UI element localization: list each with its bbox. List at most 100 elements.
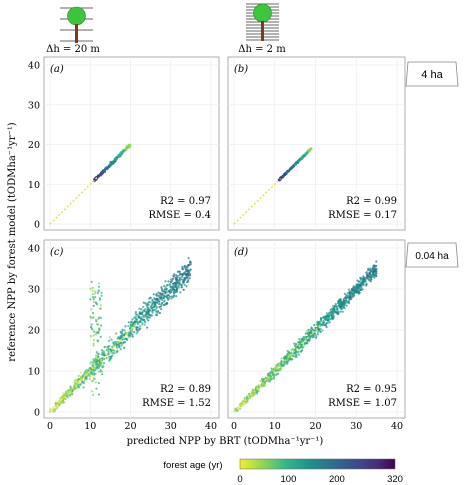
data-point <box>167 280 170 283</box>
data-point <box>368 272 371 275</box>
data-point <box>93 358 96 362</box>
colorbar-ticks: 0 100 200 320 <box>237 474 403 485</box>
data-point <box>351 295 355 298</box>
data-point <box>80 382 83 385</box>
data-point <box>283 173 286 177</box>
data-point <box>175 289 178 292</box>
data-point <box>329 318 332 321</box>
data-point <box>272 377 275 380</box>
data-point <box>140 308 143 311</box>
data-point <box>297 350 300 353</box>
data-point <box>356 289 359 292</box>
data-point <box>140 317 143 321</box>
data-point <box>369 278 372 281</box>
data-point <box>341 301 344 304</box>
data-point <box>102 361 106 365</box>
one-to-one-line <box>233 178 281 225</box>
data-point <box>100 353 103 356</box>
data-point <box>119 342 122 345</box>
data-point <box>272 373 275 376</box>
data-point <box>146 326 149 329</box>
colorbar-tick-label: 0 <box>237 474 242 485</box>
r2-label: R2 = 0.89 <box>160 384 211 395</box>
scatter-points <box>277 147 313 182</box>
data-point <box>109 355 113 358</box>
data-point <box>275 364 278 367</box>
data-point <box>316 333 319 336</box>
x-tick-label: 30 <box>350 421 362 432</box>
data-point <box>324 324 327 327</box>
data-point <box>147 319 150 322</box>
data-point <box>91 286 94 289</box>
data-point <box>53 409 57 412</box>
data-point <box>173 282 177 285</box>
data-point <box>121 333 124 336</box>
data-point <box>91 289 94 292</box>
data-point <box>271 370 274 373</box>
tree-right-label: Δh = 2 m <box>238 44 286 55</box>
data-point <box>140 316 143 319</box>
data-point <box>180 283 183 286</box>
data-point <box>294 351 297 354</box>
data-point <box>97 352 100 355</box>
data-point <box>268 380 271 383</box>
data-point <box>124 325 127 328</box>
data-point <box>103 345 106 348</box>
panel-1: (b) R2 = 0.99 RMSE = 0.17 <box>227 56 406 231</box>
data-point <box>273 367 276 370</box>
data-point <box>88 375 92 378</box>
data-point <box>131 318 134 321</box>
data-point <box>91 328 94 331</box>
data-point <box>165 302 168 305</box>
data-point <box>110 338 113 341</box>
data-point <box>188 277 191 280</box>
data-point <box>92 334 95 337</box>
data-point <box>171 277 175 280</box>
data-point <box>143 323 146 326</box>
data-point <box>369 267 372 270</box>
data-point <box>146 306 149 309</box>
data-point <box>321 329 324 332</box>
data-point <box>61 395 64 398</box>
data-point <box>129 334 132 338</box>
data-point <box>178 270 181 273</box>
rmse-label: RMSE = 0.17 <box>328 210 397 221</box>
data-point <box>341 310 344 313</box>
colorbar-tick-label: 200 <box>329 474 345 485</box>
data-point <box>331 312 334 315</box>
data-point <box>301 346 304 349</box>
data-point <box>89 362 92 365</box>
data-point <box>118 346 121 349</box>
data-point <box>294 163 298 166</box>
data-point <box>55 407 58 410</box>
data-point <box>92 304 95 307</box>
data-point <box>141 311 144 314</box>
data-point <box>345 299 348 302</box>
data-point <box>138 307 141 310</box>
colorbar-tick-label: 100 <box>281 474 297 485</box>
data-point <box>151 308 154 311</box>
data-point <box>373 276 376 279</box>
data-point <box>175 295 178 298</box>
data-point <box>239 407 242 410</box>
data-point <box>184 267 187 270</box>
data-point <box>246 394 249 397</box>
data-point <box>161 301 164 305</box>
data-point <box>96 355 100 358</box>
data-point <box>56 406 59 409</box>
data-point <box>98 328 101 331</box>
data-point <box>159 296 162 299</box>
data-point <box>371 275 374 278</box>
data-point <box>96 339 99 342</box>
data-point <box>134 311 137 314</box>
data-point <box>102 170 106 173</box>
data-point <box>287 359 290 362</box>
x-tick-label: 0 <box>47 421 53 432</box>
data-point <box>123 333 126 336</box>
data-point <box>339 301 342 304</box>
data-point <box>129 326 132 329</box>
data-point <box>91 390 94 393</box>
data-point <box>100 291 103 294</box>
data-point <box>267 374 270 377</box>
data-point <box>319 327 322 331</box>
